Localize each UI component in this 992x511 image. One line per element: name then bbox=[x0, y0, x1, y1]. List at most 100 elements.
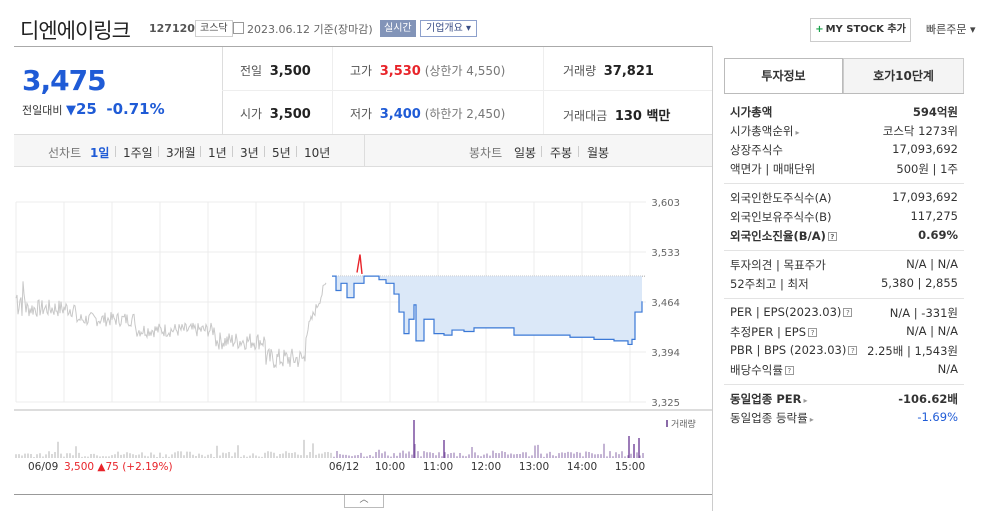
invest-row-value: -106.62배 bbox=[898, 392, 958, 406]
help-icon[interactable]: ? bbox=[827, 232, 837, 241]
invest-row-label: 외국인한도주식수(A) bbox=[730, 191, 832, 205]
calendar-icon bbox=[233, 22, 244, 34]
y-tick-label: 3,603 bbox=[651, 198, 680, 209]
y-tick-label: 3,394 bbox=[651, 348, 680, 359]
invest-row-label: 상장주식수 bbox=[730, 143, 783, 157]
quick-order-dropdown[interactable]: 빠른주문 ▾ bbox=[926, 23, 976, 36]
invest-row[interactable]: 동일업종 등락률 ▸ -1.69% bbox=[730, 410, 958, 428]
invest-row-label: PER | EPS(2023.03)? bbox=[730, 305, 853, 319]
invest-row: 배당수익률? N/A bbox=[730, 362, 958, 380]
tab-monthly-candle[interactable]: 월봉 bbox=[587, 146, 610, 160]
invest-group-divider bbox=[724, 250, 964, 251]
chart-bottom-border bbox=[14, 494, 712, 495]
x-tick-label: 11:00 bbox=[423, 461, 453, 473]
down-triangle-icon: ▼ bbox=[65, 103, 76, 118]
invest-row-label: 동일업종 PER ▸ bbox=[730, 392, 808, 406]
invest-row-label: 추정PER | EPS? bbox=[730, 324, 818, 340]
invest-group-divider bbox=[724, 298, 964, 299]
quote-open: 시가 3,500 bbox=[240, 107, 311, 122]
invest-row: PER | EPS(2023.03)? N/A | -331원 bbox=[730, 305, 958, 323]
tab-separator bbox=[200, 146, 201, 157]
invest-row: 외국인한도주식수(A) 17,093,692 bbox=[730, 190, 958, 208]
invest-row-value: 5,380 | 2,855 bbox=[880, 276, 958, 290]
tab-3year[interactable]: 3년 bbox=[240, 146, 259, 160]
company-name: 디엔에이링크 bbox=[20, 19, 131, 43]
quote-prev-close: 전일 3,500 bbox=[240, 64, 311, 79]
invest-row-value: N/A | -331원 bbox=[889, 306, 958, 320]
candle-chart-label: 봉차트 bbox=[469, 146, 503, 160]
line-chart-label: 선차트 bbox=[48, 146, 82, 160]
invest-row[interactable]: 시가총액순위 ▸ 코스닥 1273위 bbox=[730, 123, 958, 141]
x-tick-label: 10:00 bbox=[375, 461, 405, 473]
chart-collapse-toggle[interactable]: ︿ bbox=[344, 495, 384, 508]
invest-row-label: 시가총액순위 ▸ bbox=[730, 124, 800, 138]
invest-row-label: 액면가 | 매매단위 bbox=[730, 162, 816, 176]
invest-row: PBR | BPS (2023.03)? 2.25배 | 1,543원 bbox=[730, 343, 958, 361]
chevron-up-icon: ︿ bbox=[359, 495, 369, 505]
invest-row[interactable]: 동일업종 PER ▸ -106.62배 bbox=[730, 391, 958, 409]
invest-row-label: 투자의견 | 목표주가 bbox=[730, 258, 826, 272]
help-icon[interactable]: ? bbox=[843, 308, 853, 317]
header-divider bbox=[14, 46, 712, 47]
arrow-right-icon: ▸ bbox=[809, 415, 814, 424]
invest-row: 시가총액 594억원 bbox=[730, 104, 958, 122]
tab-3month[interactable]: 3개월 bbox=[166, 146, 196, 160]
today-fill-area bbox=[332, 276, 642, 345]
tab-separator bbox=[115, 146, 116, 157]
quote-trade-value: 거래대금 130 백만 bbox=[563, 109, 671, 124]
help-icon[interactable]: ? bbox=[808, 328, 818, 337]
quote-low: 저가 3,400 (하한가 2,450) bbox=[350, 107, 506, 122]
mystock-label: MY STOCK 추가 bbox=[825, 24, 906, 35]
y-tick-label: 3,325 bbox=[651, 398, 680, 409]
invest-row: 52주최고 | 최저 5,380 | 2,855 bbox=[730, 276, 958, 294]
prev-day-line bbox=[15, 281, 327, 369]
tab-weekly-candle[interactable]: 주봉 bbox=[550, 146, 573, 160]
tab-separator bbox=[541, 146, 542, 157]
invest-row: 투자의견 | 목표주가 N/A | N/A bbox=[730, 257, 958, 275]
invest-row-label: 52주최고 | 최저 bbox=[730, 277, 809, 291]
invest-row-value: 17,093,692 bbox=[892, 142, 958, 156]
invest-row-label: 시가총액 bbox=[730, 105, 773, 119]
change-percent: -0.71% bbox=[106, 100, 165, 118]
market-badge: 코스닥 bbox=[195, 20, 233, 37]
tab-orderbook[interactable]: 호가10단계 bbox=[843, 58, 964, 94]
change-amount: 25 bbox=[75, 100, 97, 118]
mystock-add-button[interactable]: + MY STOCK 추가 bbox=[810, 18, 911, 42]
company-overview-dropdown[interactable]: 기업개요 ▾ bbox=[420, 20, 477, 37]
invest-row-value: 117,275 bbox=[910, 209, 958, 223]
x-tick-label: 15:00 bbox=[615, 461, 645, 473]
realtime-button[interactable]: 실시간 bbox=[380, 20, 416, 37]
invest-row: 외국인소진율(B/A)? 0.69% bbox=[730, 228, 958, 246]
x-tick-label: 12:00 bbox=[471, 461, 501, 473]
tab-5year[interactable]: 5년 bbox=[272, 146, 291, 160]
arrow-right-icon: ▸ bbox=[795, 128, 800, 137]
header: 디엔에이링크 127120 코스닥 2023.06.12 기준(장마감) 실시간… bbox=[0, 0, 992, 46]
tab-invest-info[interactable]: 투자정보 bbox=[724, 58, 843, 94]
quote-col-divider bbox=[543, 47, 544, 134]
tab-10year[interactable]: 10년 bbox=[304, 146, 331, 160]
date-label: 2023.06.12 기준(장마감) bbox=[247, 23, 373, 36]
tab-underline bbox=[724, 93, 964, 94]
main-right-border bbox=[712, 46, 713, 511]
change-label: 전일대비 bbox=[22, 104, 63, 117]
help-icon[interactable]: ? bbox=[784, 366, 794, 375]
invest-row-value: N/A bbox=[937, 362, 958, 376]
invest-group-divider bbox=[724, 183, 964, 184]
chart-svg: 3,603 3,533 3,464 3,394 3,325 거래량 06/09 06/12 10… bbox=[14, 198, 712, 473]
help-icon[interactable]: ? bbox=[848, 346, 858, 355]
tab-1week[interactable]: 1주일 bbox=[123, 146, 153, 160]
x-tick-label: 06/09 bbox=[28, 461, 58, 473]
quote-volume: 거래량 37,821 bbox=[563, 64, 654, 79]
y-tick-label: 3,533 bbox=[651, 248, 680, 259]
x-tick-label: 06/12 bbox=[329, 461, 359, 473]
invest-row-value: 594억원 bbox=[912, 105, 958, 119]
x-tick-label: 13:00 bbox=[519, 461, 549, 473]
invest-row: 외국인보유주식수(B) 117,275 bbox=[730, 209, 958, 227]
invest-row-label: 동일업종 등락률 ▸ bbox=[730, 411, 814, 425]
volume-legend-swatch bbox=[666, 420, 668, 427]
price-chart[interactable]: 3,603 3,533 3,464 3,394 3,325 거래량 06/09 06/12 10… bbox=[14, 168, 712, 494]
tab-1year[interactable]: 1년 bbox=[208, 146, 227, 160]
tab-1day[interactable]: 1일 bbox=[90, 146, 110, 160]
tab-daily-candle[interactable]: 일봉 bbox=[514, 146, 537, 160]
